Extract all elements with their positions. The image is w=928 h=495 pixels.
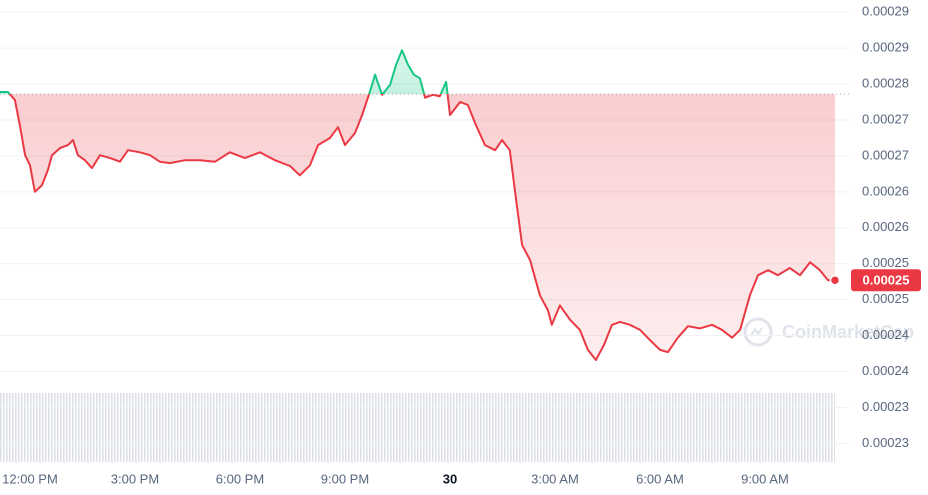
y-tick-label: 0.00029: [862, 40, 909, 55]
x-tick-label: 6:00 PM: [216, 471, 264, 486]
y-tick-label: 0.00024: [862, 363, 909, 378]
y-tick-label: 0.00027: [862, 147, 909, 162]
x-tick-label: 12:00 PM: [2, 471, 58, 486]
y-tick-label: 0.00023: [862, 399, 909, 414]
y-tick-label: 0.00025: [862, 291, 909, 306]
x-tick-label: 9:00 PM: [321, 471, 369, 486]
x-tick-label: 9:00 AM: [741, 471, 789, 486]
area-fill: [0, 50, 835, 360]
watermark: CoinMarketCap: [743, 317, 914, 347]
current-price-label: 0.00025: [863, 273, 910, 288]
y-tick-label: 0.00024: [862, 327, 909, 342]
x-tick-label: 3:00 AM: [531, 471, 579, 486]
price-tag: 0.00025: [851, 269, 921, 292]
y-tick-label: 0.00029: [862, 4, 909, 19]
x-tick-label: 6:00 AM: [636, 471, 684, 486]
volume-strip: [0, 393, 835, 462]
y-tick-label: 0.00023: [862, 435, 909, 450]
watermark-text: CoinMarketCap: [782, 322, 914, 342]
x-tick-label: 3:00 PM: [111, 471, 159, 486]
y-tick-label: 0.00028: [862, 76, 909, 91]
price-line: [0, 49, 835, 361]
y-tick-label: 0.00025: [862, 255, 909, 270]
x-tick-label: 30: [443, 471, 457, 486]
y-tick-label: 0.00026: [862, 183, 909, 198]
current-price-dot: [829, 274, 841, 286]
y-tick-label: 0.00026: [862, 219, 909, 234]
y-tick-label: 0.00027: [862, 111, 909, 126]
